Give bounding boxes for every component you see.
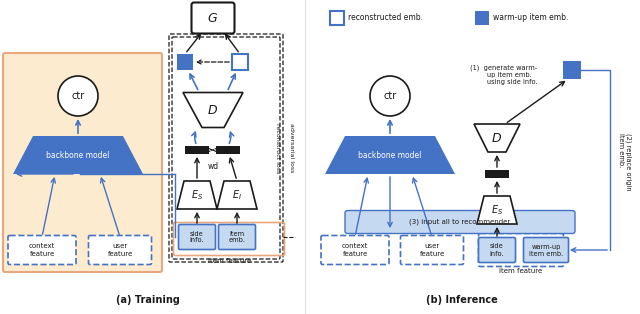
Text: $E_S$: $E_S$ xyxy=(191,188,203,202)
Bar xyxy=(185,146,209,154)
Bar xyxy=(330,11,344,25)
FancyBboxPatch shape xyxy=(321,236,389,264)
Text: (2) replace origin
item emb.: (2) replace origin item emb. xyxy=(618,133,632,191)
Text: side
info.: side info. xyxy=(189,230,204,243)
Text: user
feature: user feature xyxy=(108,243,132,257)
Circle shape xyxy=(58,76,98,116)
Text: adversarial loss: adversarial loss xyxy=(289,123,294,173)
Text: user
feature: user feature xyxy=(419,243,445,257)
Text: (b) Inference: (b) Inference xyxy=(426,295,498,305)
Text: (a) Training: (a) Training xyxy=(116,295,180,305)
Text: wd: wd xyxy=(207,162,219,171)
Polygon shape xyxy=(13,136,143,174)
Text: reconstruct loss: reconstruct loss xyxy=(275,123,280,173)
Text: $D$: $D$ xyxy=(492,132,502,144)
FancyBboxPatch shape xyxy=(88,236,152,264)
Text: $G$: $G$ xyxy=(207,12,218,24)
FancyBboxPatch shape xyxy=(401,236,463,264)
Polygon shape xyxy=(217,181,257,209)
FancyBboxPatch shape xyxy=(524,237,568,263)
Polygon shape xyxy=(177,181,217,209)
Text: context
feature: context feature xyxy=(29,243,55,257)
Bar xyxy=(177,54,193,70)
Text: side
info.: side info. xyxy=(490,243,504,257)
Text: reconstructed emb.: reconstructed emb. xyxy=(348,14,423,23)
Bar xyxy=(475,11,489,25)
Text: $E_S$: $E_S$ xyxy=(491,203,503,217)
FancyBboxPatch shape xyxy=(8,236,76,264)
FancyBboxPatch shape xyxy=(479,237,515,263)
Polygon shape xyxy=(183,93,243,127)
Polygon shape xyxy=(477,196,517,224)
Text: ctr: ctr xyxy=(72,91,84,101)
Text: $D$: $D$ xyxy=(207,104,218,116)
FancyBboxPatch shape xyxy=(3,53,162,272)
Text: backbone model: backbone model xyxy=(358,150,422,160)
Text: warm-up item emb.: warm-up item emb. xyxy=(493,14,568,23)
Bar xyxy=(563,61,581,79)
Bar xyxy=(216,146,240,154)
Text: item
emb.: item emb. xyxy=(228,230,246,243)
Text: backbone model: backbone model xyxy=(46,150,109,160)
Text: warm-up
item emb.: warm-up item emb. xyxy=(529,243,563,257)
Text: $E_I$: $E_I$ xyxy=(232,188,242,202)
Polygon shape xyxy=(325,136,455,174)
FancyBboxPatch shape xyxy=(345,210,575,234)
Bar xyxy=(485,170,509,178)
Bar xyxy=(232,54,248,70)
FancyBboxPatch shape xyxy=(191,3,234,34)
Polygon shape xyxy=(474,124,520,152)
FancyBboxPatch shape xyxy=(179,225,216,250)
Text: (1)  generate warm-
        up item emb.
        using side info.: (1) generate warm- up item emb. using si… xyxy=(470,65,538,85)
Text: (3) input all to recommender: (3) input all to recommender xyxy=(410,219,511,225)
Circle shape xyxy=(370,76,410,116)
Text: ctr: ctr xyxy=(383,91,397,101)
FancyBboxPatch shape xyxy=(218,225,255,250)
Text: context
feature: context feature xyxy=(342,243,368,257)
Text: item feature: item feature xyxy=(209,258,252,264)
Text: item feature: item feature xyxy=(499,268,543,274)
